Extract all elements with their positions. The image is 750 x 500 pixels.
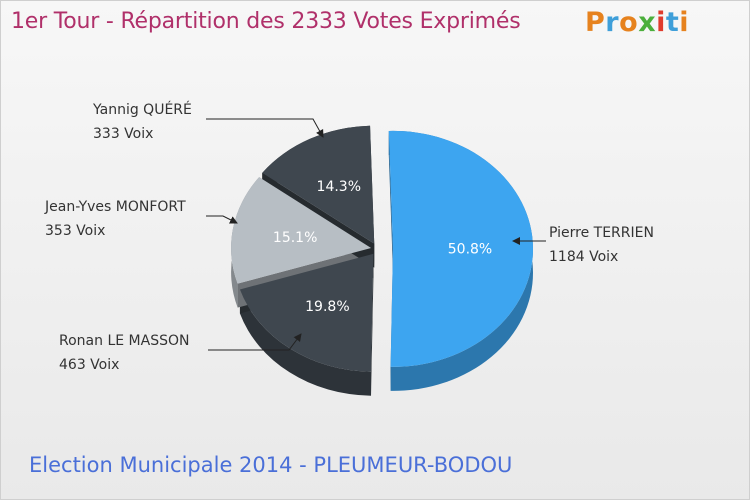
logo-letter: i bbox=[656, 7, 666, 38]
slice-percent-label: 15.1% bbox=[273, 230, 317, 246]
chart-subtitle: Election Municipale 2014 - PLEUMEUR-BODO… bbox=[29, 453, 513, 477]
logo-letter: i bbox=[679, 7, 690, 38]
candidate-name: Yannig QUÉRÉ bbox=[92, 101, 192, 118]
candidate-name: Jean-Yves MONFORT bbox=[44, 199, 186, 215]
pie-slice-wall bbox=[371, 253, 374, 396]
slice-percent-label: 14.3% bbox=[317, 179, 361, 195]
pie-slice-side bbox=[239, 289, 372, 396]
pie-slice bbox=[262, 125, 375, 244]
slice-callout: Yannig QUÉRÉ 333 Voix bbox=[92, 101, 324, 142]
chart-title: 1er Tour - Répartition des 2333 Votes Ex… bbox=[11, 9, 521, 34]
slice-percent-label: 19.8% bbox=[305, 299, 349, 315]
candidate-votes: 463 Voix bbox=[59, 357, 119, 373]
logo-letter: r bbox=[605, 7, 620, 38]
leader-line bbox=[206, 118, 324, 138]
leader-line bbox=[206, 215, 238, 224]
proxiti-logo: Proxiti bbox=[585, 7, 689, 38]
pie-slice bbox=[388, 130, 533, 367]
leader-line bbox=[208, 333, 302, 351]
logo-letter: P bbox=[585, 7, 606, 38]
pie-slice bbox=[231, 177, 372, 284]
candidate-name: Ronan LE MASSON bbox=[59, 333, 189, 349]
logo-letter: t bbox=[665, 7, 680, 38]
logo-letter: o bbox=[619, 7, 639, 38]
candidate-votes: 353 Voix bbox=[45, 223, 105, 239]
pie-slice-wall bbox=[388, 130, 393, 273]
slice-callout: Ronan LE MASSON 463 Voix bbox=[59, 333, 302, 373]
slice-callout: Jean-Yves MONFORT 353 Voix bbox=[44, 199, 238, 239]
logo-letter: x bbox=[638, 7, 657, 38]
candidate-votes: 1184 Voix bbox=[549, 249, 618, 265]
candidate-name: Pierre TERRIEN bbox=[549, 225, 654, 241]
candidate-votes: 333 Voix bbox=[93, 126, 153, 142]
pie-slice bbox=[239, 253, 374, 372]
slice-callout: Pierre TERRIEN 1184 Voix bbox=[512, 225, 654, 265]
slice-percent-label: 50.8% bbox=[448, 241, 492, 257]
